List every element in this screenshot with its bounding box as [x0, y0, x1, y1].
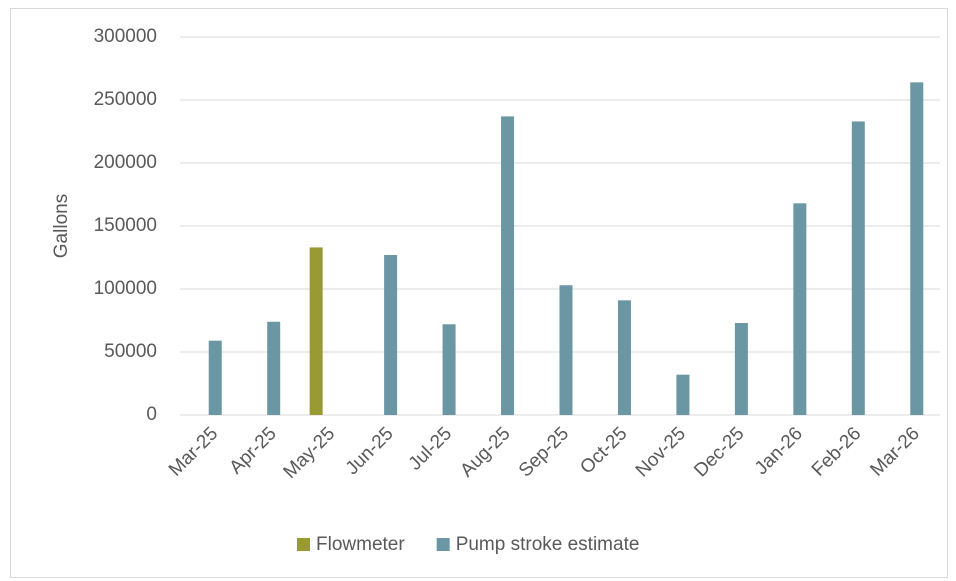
- legend-label: Pump stroke estimate: [456, 534, 640, 555]
- bar: [676, 374, 690, 415]
- bar: [910, 82, 924, 416]
- bar: [384, 254, 398, 415]
- y-tick-label: 300000: [94, 26, 157, 47]
- bar: [208, 340, 222, 415]
- y-tick-label: 150000: [94, 215, 157, 236]
- chart-frame: [10, 8, 948, 578]
- bar: [617, 300, 631, 415]
- bar: [559, 285, 573, 415]
- y-tick-label: 0: [146, 404, 157, 425]
- bar: [442, 324, 456, 415]
- legend-label: Flowmeter: [316, 534, 405, 555]
- y-tick-label: 50000: [104, 341, 157, 362]
- y-tick-label: 200000: [94, 152, 157, 173]
- bar: [851, 121, 865, 416]
- y-axis-label: Gallons: [51, 194, 72, 258]
- bar: [309, 247, 323, 415]
- y-tick-label: 250000: [94, 89, 157, 110]
- legend-swatch: [436, 538, 450, 551]
- legend-swatch: [297, 538, 310, 551]
- bar: [501, 116, 515, 415]
- y-tick-label: 100000: [94, 278, 157, 299]
- bar: [267, 321, 281, 415]
- bar: [793, 203, 807, 415]
- bar: [734, 323, 748, 415]
